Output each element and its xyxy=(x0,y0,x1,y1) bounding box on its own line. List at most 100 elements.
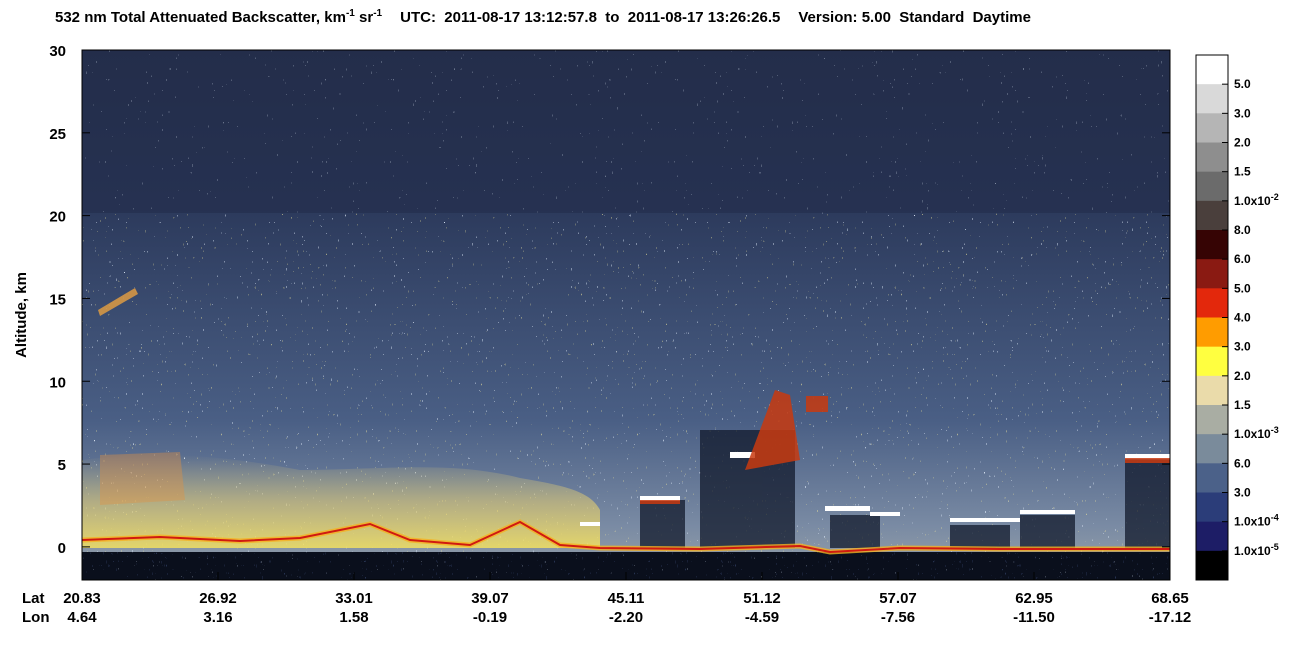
x-tick-label: -17.12 xyxy=(1149,609,1192,626)
y-axis-label: Altitude, km xyxy=(13,272,30,358)
colorbar-label: 5.0 xyxy=(1234,77,1251,91)
colorbar-label: 1.0x10-5 xyxy=(1234,542,1279,558)
x-tick-label: 45.11 xyxy=(608,590,645,607)
colorbar-label-text: 1.0x10 xyxy=(1234,427,1271,441)
colorbar-label: 8.0 xyxy=(1234,223,1251,237)
aerosol-layer xyxy=(82,454,600,548)
title-unit-exponent: -1 xyxy=(346,8,355,19)
colorbar-label-text: 1.0x10 xyxy=(1234,194,1271,208)
x-row-name: Lon xyxy=(22,609,50,626)
colorbar-label: 1.5 xyxy=(1234,165,1251,179)
colorbar-label: 4.0 xyxy=(1234,311,1251,325)
x-tick-label: -11.50 xyxy=(1013,609,1055,626)
colorbar-swatch xyxy=(1196,171,1228,202)
colorbar-swatch xyxy=(1196,288,1228,318)
colorbar-label-exponent: -2 xyxy=(1271,192,1279,202)
colorbar-swatch xyxy=(1196,434,1228,464)
colorbar-label: 5.0 xyxy=(1234,281,1251,295)
high-cloud xyxy=(98,288,138,316)
upper-noise-shade xyxy=(82,50,1170,213)
colorbar-label-text: 6.0 xyxy=(1234,456,1251,470)
x-tick-label: 4.64 xyxy=(67,609,97,626)
y-tick-label: 10 xyxy=(49,374,66,391)
x-tick-label: 26.92 xyxy=(199,590,237,607)
title-version: Version: 5.00 Standard Daytime xyxy=(798,9,1031,26)
x-row-name: Lat xyxy=(22,590,45,607)
cloud-tops xyxy=(580,452,1170,526)
y-tick-label: 25 xyxy=(49,126,66,143)
colorbar-label: 3.0 xyxy=(1234,486,1251,500)
x-tick-label: -0.19 xyxy=(473,609,507,626)
colorbar-label: 1.5 xyxy=(1234,398,1251,412)
colorbar-swatch xyxy=(1196,317,1228,348)
colorbar-label-text: 3.0 xyxy=(1234,486,1251,500)
colorbar-swatch xyxy=(1196,142,1228,173)
title-unit: sr xyxy=(355,9,374,26)
colorbar-swatch xyxy=(1196,463,1228,493)
colorbar-label-text: 5.0 xyxy=(1234,77,1251,91)
x-tick-label: 1.58 xyxy=(339,609,368,626)
title-unit-exponent: -1 xyxy=(373,8,382,19)
colorbar-label-text: 2.0 xyxy=(1234,136,1251,150)
colorbar-label: 1.0x10-2 xyxy=(1234,192,1279,208)
title-unit: km xyxy=(324,9,346,26)
y-tick-label: 0 xyxy=(58,540,66,557)
colorbar-label-text: 5.0 xyxy=(1234,281,1251,295)
colorbar-swatch xyxy=(1196,492,1228,523)
colorbar-label-text: 8.0 xyxy=(1234,223,1251,237)
colorbar-label-exponent: -3 xyxy=(1271,425,1279,435)
colorbar-swatch xyxy=(1196,113,1228,143)
x-tick-label: 39.07 xyxy=(471,590,509,607)
y-tick-label: 20 xyxy=(49,209,66,226)
title-name: 532 nm Total Attenuated Backscatter, xyxy=(55,9,324,26)
x-tick-label: 20.83 xyxy=(63,590,101,607)
x-tick-label: -7.56 xyxy=(881,609,915,626)
x-tick-label: 62.95 xyxy=(1015,590,1053,607)
y-tick-label: 30 xyxy=(49,43,66,60)
colorbar-label: 6.0 xyxy=(1234,252,1251,266)
colorbar-swatch xyxy=(1196,375,1228,406)
colorbar-label: 3.0 xyxy=(1234,340,1251,354)
backscatter-curtain xyxy=(82,50,1170,580)
colorbar-label-text: 1.5 xyxy=(1234,165,1251,179)
colorbar-label-exponent: -5 xyxy=(1271,542,1279,552)
colorbar-label: 3.0 xyxy=(1234,106,1251,120)
colorbar-label: 1.0x10-3 xyxy=(1234,425,1279,441)
colorbar-label: 6.0 xyxy=(1234,456,1251,470)
colorbar-label-text: 4.0 xyxy=(1234,311,1251,325)
surface-return xyxy=(82,520,1170,554)
colorbar-label: 2.0 xyxy=(1234,369,1251,383)
colorbar-swatch xyxy=(1196,346,1228,377)
x-tick-label: 3.16 xyxy=(203,609,232,626)
y-tick-label: 15 xyxy=(49,291,66,308)
x-tick-label: 33.01 xyxy=(335,590,373,607)
colorbar-label-text: 6.0 xyxy=(1234,252,1251,266)
colorbar-label-text: 3.0 xyxy=(1234,340,1251,354)
colorbar-swatch xyxy=(1196,259,1228,289)
colorbar-label: 1.0x10-4 xyxy=(1234,513,1279,529)
colorbar-label-text: 1.5 xyxy=(1234,398,1251,412)
colorbar-swatch xyxy=(1196,84,1228,114)
colorbar-swatch xyxy=(1196,550,1228,581)
colorbar-swatch xyxy=(1196,405,1228,435)
x-tick-label: -2.20 xyxy=(609,609,643,626)
colorbar-label-text: 3.0 xyxy=(1234,106,1251,120)
colorbar-swatch xyxy=(1196,55,1228,85)
x-tick-label: 68.65 xyxy=(1151,590,1189,607)
colorbar-swatch xyxy=(1196,521,1228,552)
attenuated-columns xyxy=(640,430,1170,548)
x-tick-label: -4.59 xyxy=(745,609,779,626)
colorbar-label-text: 1.0x10 xyxy=(1234,515,1271,529)
colorbar-label-text: 1.0x10 xyxy=(1234,544,1271,558)
colorbar-swatch xyxy=(1196,230,1228,260)
title-time: UTC: 2011-08-17 13:12:57.8 to 2011-08-17… xyxy=(400,9,780,26)
colorbar-label-text: 2.0 xyxy=(1234,369,1251,383)
colorbar-swatch xyxy=(1196,200,1228,231)
x-tick-label: 57.07 xyxy=(879,590,917,607)
colorbar-label-exponent: -4 xyxy=(1271,513,1279,523)
cloud-cores xyxy=(640,390,1170,504)
y-tick-label: 5 xyxy=(58,457,66,474)
chart-title: 532 nm Total Attenuated Backscatter, km-… xyxy=(55,8,1031,26)
aerosol-plume xyxy=(100,452,185,505)
